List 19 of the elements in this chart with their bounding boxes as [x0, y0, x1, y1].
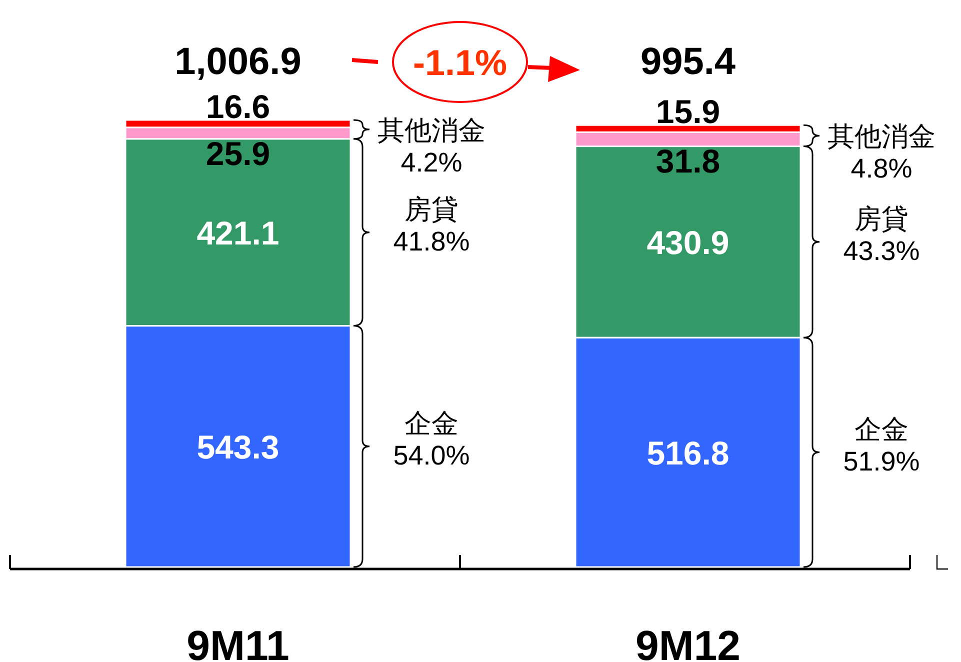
- data-label: 430.9: [646, 224, 730, 261]
- total-label: 995.4: [640, 41, 736, 83]
- total-label: 1,006.9: [174, 41, 302, 83]
- x-tick-label: 9M12: [635, 622, 741, 662]
- data-label: 16.6: [206, 88, 270, 125]
- data-label: 31.8: [656, 142, 720, 180]
- annotation: 企金 54.0%: [393, 408, 470, 470]
- annotation: 企金 51.9%: [843, 414, 920, 476]
- text: -1.1%: [412, 42, 508, 83]
- annotation: 其他消金 4.8%: [828, 122, 936, 184]
- data-label: 15.9: [656, 93, 720, 130]
- data-label: 543.3: [196, 428, 280, 466]
- data-label: 25.9: [206, 134, 270, 172]
- data-label: 516.8: [646, 434, 730, 472]
- data-label: 421.1: [196, 214, 280, 252]
- x-tick-label: 9M11: [186, 622, 290, 662]
- annotation: 房貸 43.3%: [843, 204, 920, 266]
- annotation: 房貸 41.8%: [393, 194, 470, 256]
- annotation: 其他消金 4.2%: [378, 115, 486, 178]
